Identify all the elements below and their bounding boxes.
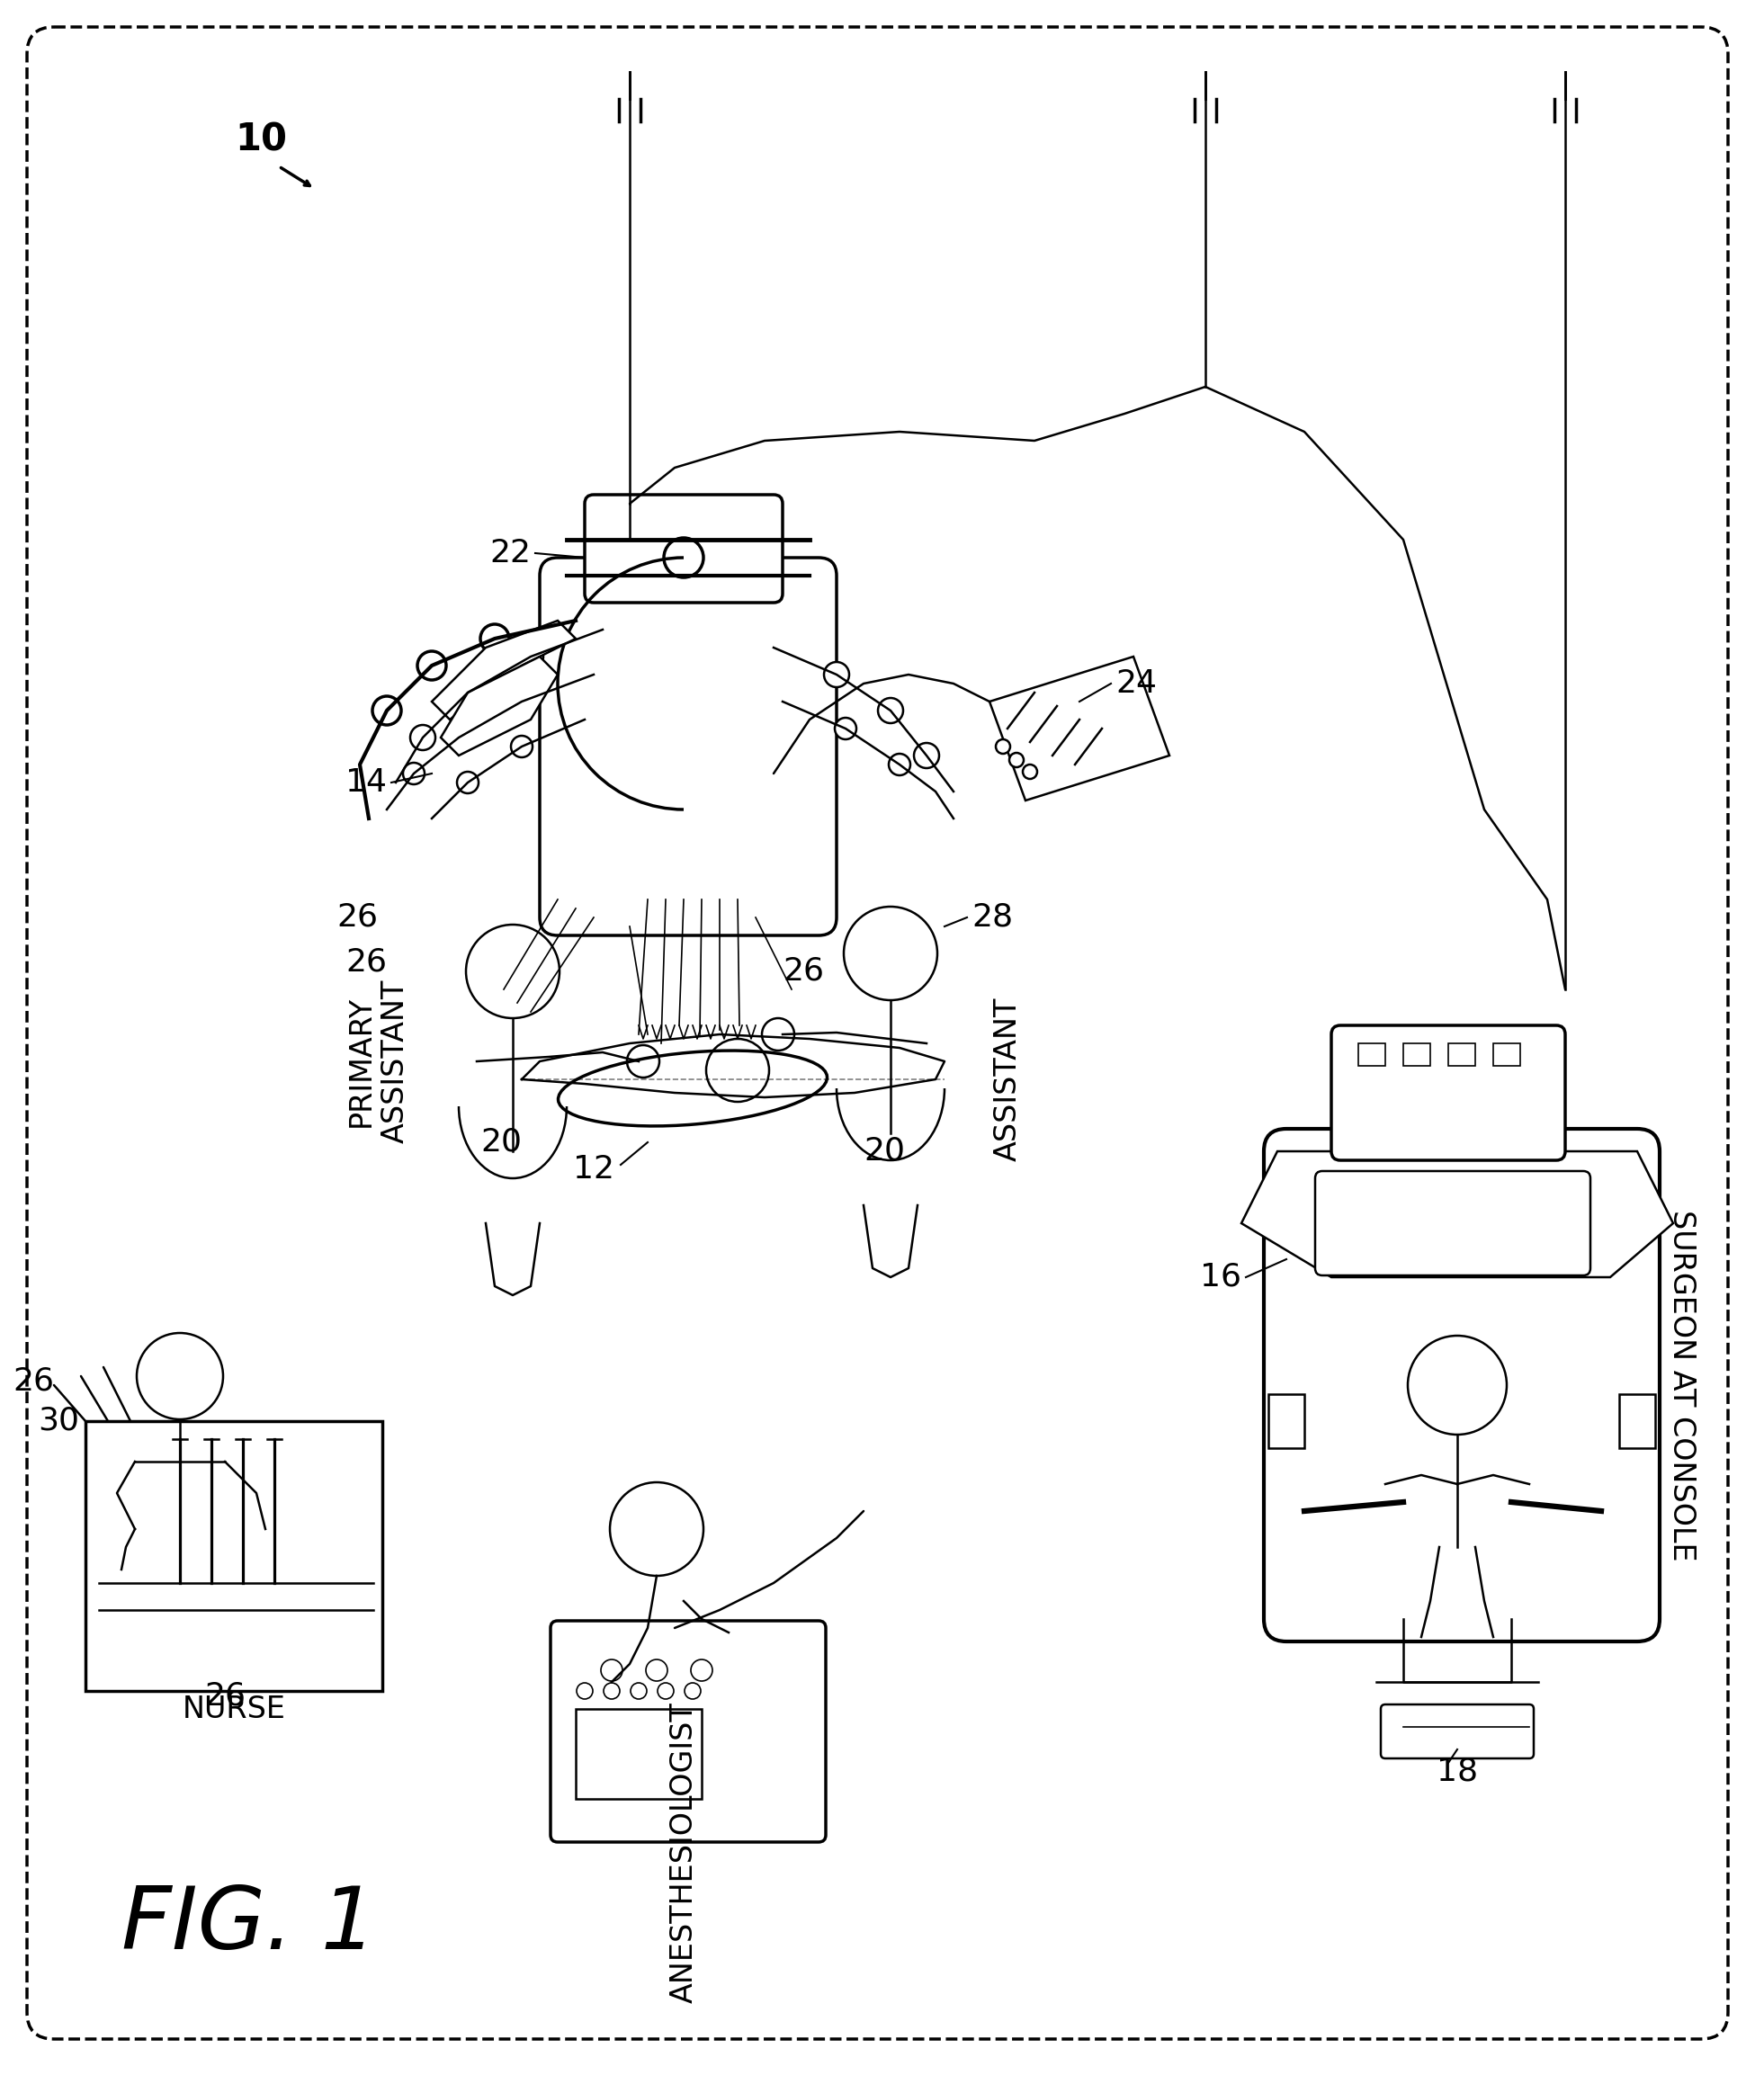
FancyBboxPatch shape xyxy=(540,557,836,936)
Text: ASSISTANT: ASSISTANT xyxy=(993,996,1023,1162)
Bar xyxy=(1619,1394,1655,1448)
Circle shape xyxy=(1009,753,1023,768)
Text: PRIMARY
ASSISTANT: PRIMARY ASSISTANT xyxy=(346,980,409,1143)
Circle shape xyxy=(372,697,400,724)
Circle shape xyxy=(997,739,1011,753)
Circle shape xyxy=(402,762,425,785)
Text: 26: 26 xyxy=(12,1365,55,1396)
FancyBboxPatch shape xyxy=(1332,1026,1565,1160)
Text: 26: 26 xyxy=(337,902,377,933)
Text: SURGEON AT CONSOLE: SURGEON AT CONSOLE xyxy=(1667,1210,1697,1561)
Text: 10: 10 xyxy=(235,121,288,159)
FancyBboxPatch shape xyxy=(550,1620,826,1842)
Circle shape xyxy=(914,743,938,768)
Bar xyxy=(85,1421,383,1691)
Circle shape xyxy=(512,737,533,758)
Circle shape xyxy=(834,718,856,739)
Polygon shape xyxy=(990,657,1170,800)
FancyBboxPatch shape xyxy=(1381,1704,1533,1758)
Circle shape xyxy=(480,624,510,653)
Circle shape xyxy=(663,538,704,578)
Circle shape xyxy=(411,724,436,749)
Bar xyxy=(1494,1042,1521,1065)
Text: 14: 14 xyxy=(346,768,386,797)
Text: 26: 26 xyxy=(205,1681,245,1710)
Text: 16: 16 xyxy=(1200,1262,1242,1293)
Circle shape xyxy=(519,645,543,670)
Bar xyxy=(1404,1042,1431,1065)
Polygon shape xyxy=(441,657,557,756)
Circle shape xyxy=(889,753,910,774)
Bar xyxy=(575,1710,702,1798)
Circle shape xyxy=(457,772,478,793)
Text: 26: 26 xyxy=(346,948,386,977)
FancyBboxPatch shape xyxy=(584,494,783,603)
Circle shape xyxy=(824,661,848,687)
Text: NURSE: NURSE xyxy=(182,1693,286,1725)
Polygon shape xyxy=(1242,1151,1672,1277)
Circle shape xyxy=(512,691,533,712)
Text: 30: 30 xyxy=(37,1406,79,1436)
Circle shape xyxy=(1023,764,1037,779)
Text: FIG. 1: FIG. 1 xyxy=(122,1884,376,1967)
Text: 26: 26 xyxy=(783,957,824,986)
Polygon shape xyxy=(432,622,575,720)
Text: 20: 20 xyxy=(480,1126,522,1157)
FancyBboxPatch shape xyxy=(1316,1172,1591,1275)
Bar xyxy=(1358,1042,1385,1065)
Text: 20: 20 xyxy=(864,1136,905,1166)
Circle shape xyxy=(448,726,469,749)
Circle shape xyxy=(455,680,480,705)
Text: ANESTHESIOLOGIST: ANESTHESIOLOGIST xyxy=(669,1702,699,2003)
Circle shape xyxy=(418,651,446,680)
FancyBboxPatch shape xyxy=(1263,1128,1660,1641)
Bar xyxy=(1448,1042,1475,1065)
Polygon shape xyxy=(1286,1151,1637,1620)
Text: 24: 24 xyxy=(1115,668,1157,699)
Circle shape xyxy=(878,697,903,724)
Text: 12: 12 xyxy=(573,1153,614,1185)
Text: 18: 18 xyxy=(1436,1756,1478,1787)
Text: 28: 28 xyxy=(972,902,1013,933)
Bar xyxy=(1268,1394,1304,1448)
Text: 22: 22 xyxy=(489,538,531,569)
